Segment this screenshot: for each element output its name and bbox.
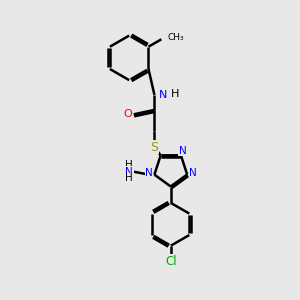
Text: Cl: Cl: [165, 255, 177, 268]
Text: N: N: [159, 90, 167, 100]
Text: N: N: [189, 168, 197, 178]
Text: N: N: [145, 168, 153, 178]
Text: H: H: [171, 88, 179, 98]
Text: N: N: [125, 167, 133, 177]
Text: CH₃: CH₃: [168, 33, 184, 42]
Text: H: H: [125, 160, 133, 170]
Text: H: H: [125, 173, 133, 183]
Text: O: O: [123, 109, 132, 119]
Text: S: S: [151, 140, 158, 154]
Text: N: N: [178, 146, 186, 156]
